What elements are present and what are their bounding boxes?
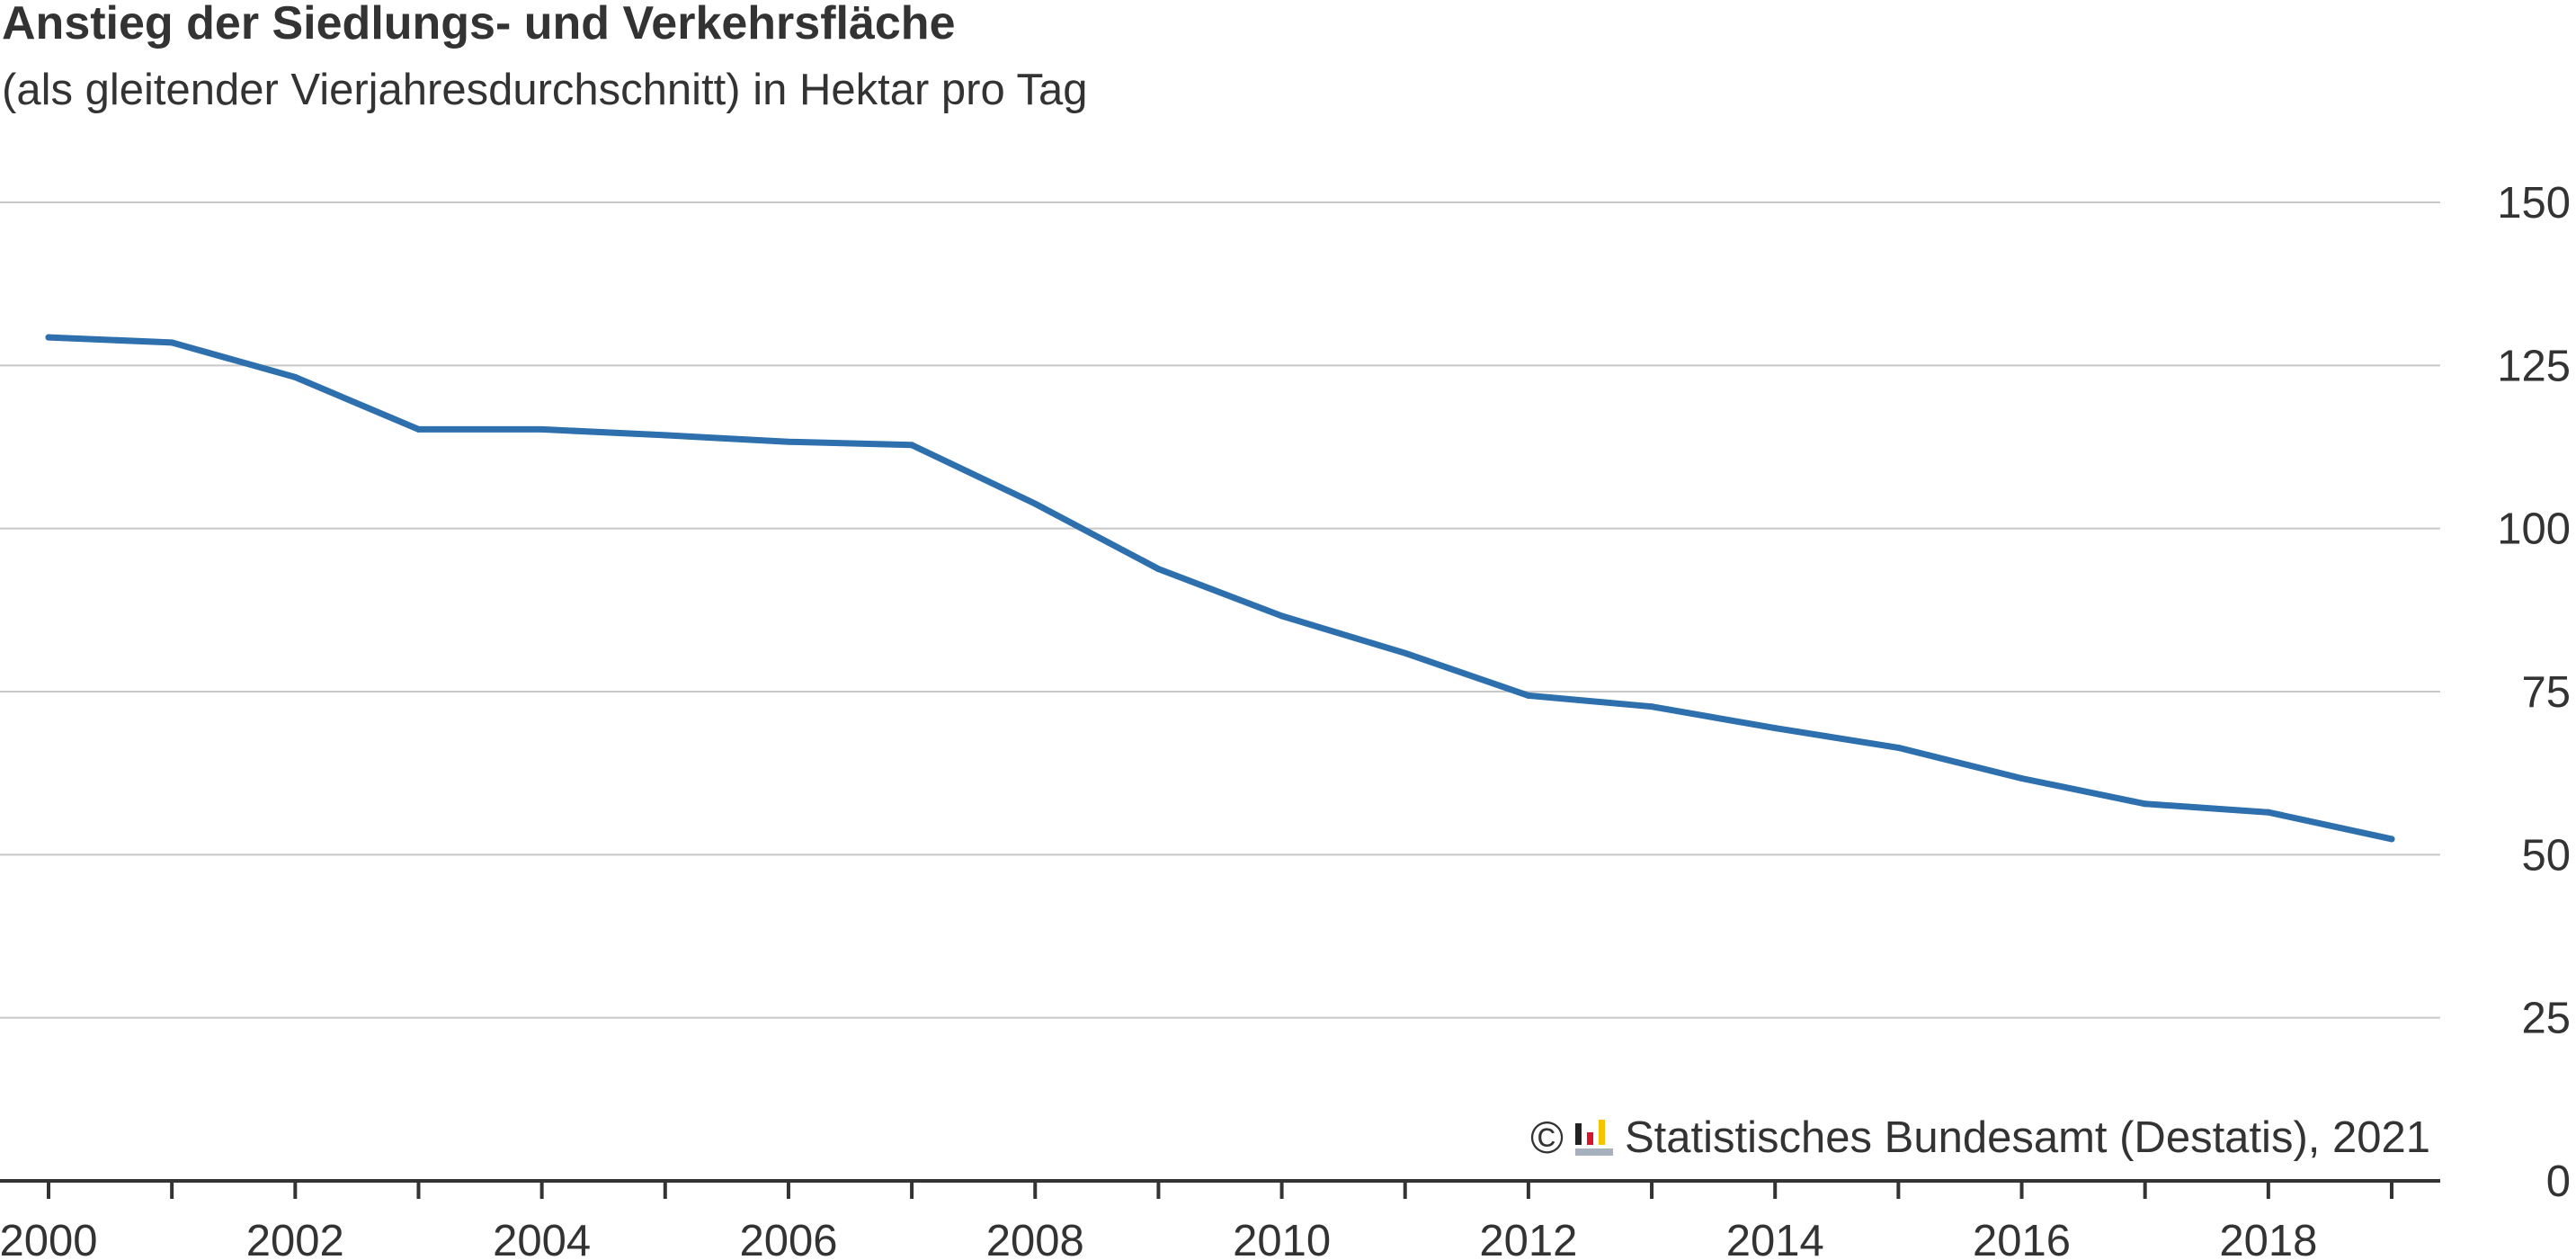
x-tick-label: 2006 [739, 1217, 837, 1260]
gridlines [0, 201, 2440, 1019]
copyright-symbol: © [1530, 1113, 1564, 1163]
y-tick-label: 50 [2521, 831, 2571, 880]
destatis-logo-icon [1574, 1120, 1613, 1156]
data-point [2388, 836, 2395, 843]
x-tick-label: 2004 [493, 1217, 591, 1260]
y-tick-label: 150 [2497, 179, 2571, 228]
x-tick-label: 2002 [246, 1217, 344, 1260]
series-group [45, 334, 2395, 843]
data-point [539, 425, 546, 433]
x-tick-label: 2016 [1973, 1217, 2071, 1260]
data-point [2142, 800, 2149, 808]
data-point [785, 438, 792, 445]
series-line [45, 334, 2395, 843]
y-tick-label: 25 [2521, 995, 2571, 1043]
data-point [1031, 500, 1038, 507]
y-tick-label: 125 [2497, 342, 2571, 390]
data-point [908, 442, 915, 449]
data-point [1648, 703, 1655, 710]
y-tick-label: 75 [2521, 668, 2571, 717]
data-point [2019, 774, 2026, 782]
data-point [291, 373, 299, 380]
data-point [1402, 649, 1409, 657]
copyright-credit: © Statistisches Bundesamt (Destatis), 20… [1530, 1112, 2430, 1164]
x-tick-label: 2018 [2219, 1217, 2317, 1260]
x-tick-label: 2010 [1233, 1217, 1331, 1260]
x-tick-label: 2012 [1479, 1217, 1577, 1260]
x-tick-label: 2014 [1726, 1217, 1824, 1260]
y-axis-labels: 0 25 50 75 100 125 150 [2497, 179, 2571, 1206]
data-point [662, 432, 669, 439]
x-axis-labels: 2000 2002 2004 2006 2008 2010 2012 2014 2016 2018 [0, 1217, 2317, 1260]
data-point [45, 334, 52, 341]
data-point [1525, 692, 1532, 699]
credit-text: Statistisches Bundesamt (Destatis), 2021 [1624, 1113, 2430, 1162]
data-point [168, 339, 175, 346]
chart-subtitle: (als gleitender Vierjahresdurchschnitt) … [2, 66, 1088, 114]
x-tick-label: 2008 [986, 1217, 1084, 1260]
data-point [1279, 612, 1286, 620]
x-axis [0, 1179, 2440, 1199]
data-point [414, 425, 422, 433]
data-point [1154, 566, 1162, 573]
y-tick-label: 0 [2546, 1157, 2571, 1206]
chart-title: Anstieg der Siedlungs- und Verkehrsfläch… [2, 0, 956, 49]
y-tick-label: 100 [2497, 505, 2571, 554]
data-point [1894, 744, 1902, 751]
data-point [2265, 809, 2272, 816]
x-tick-label: 2000 [0, 1217, 98, 1260]
data-point [1771, 725, 1778, 732]
